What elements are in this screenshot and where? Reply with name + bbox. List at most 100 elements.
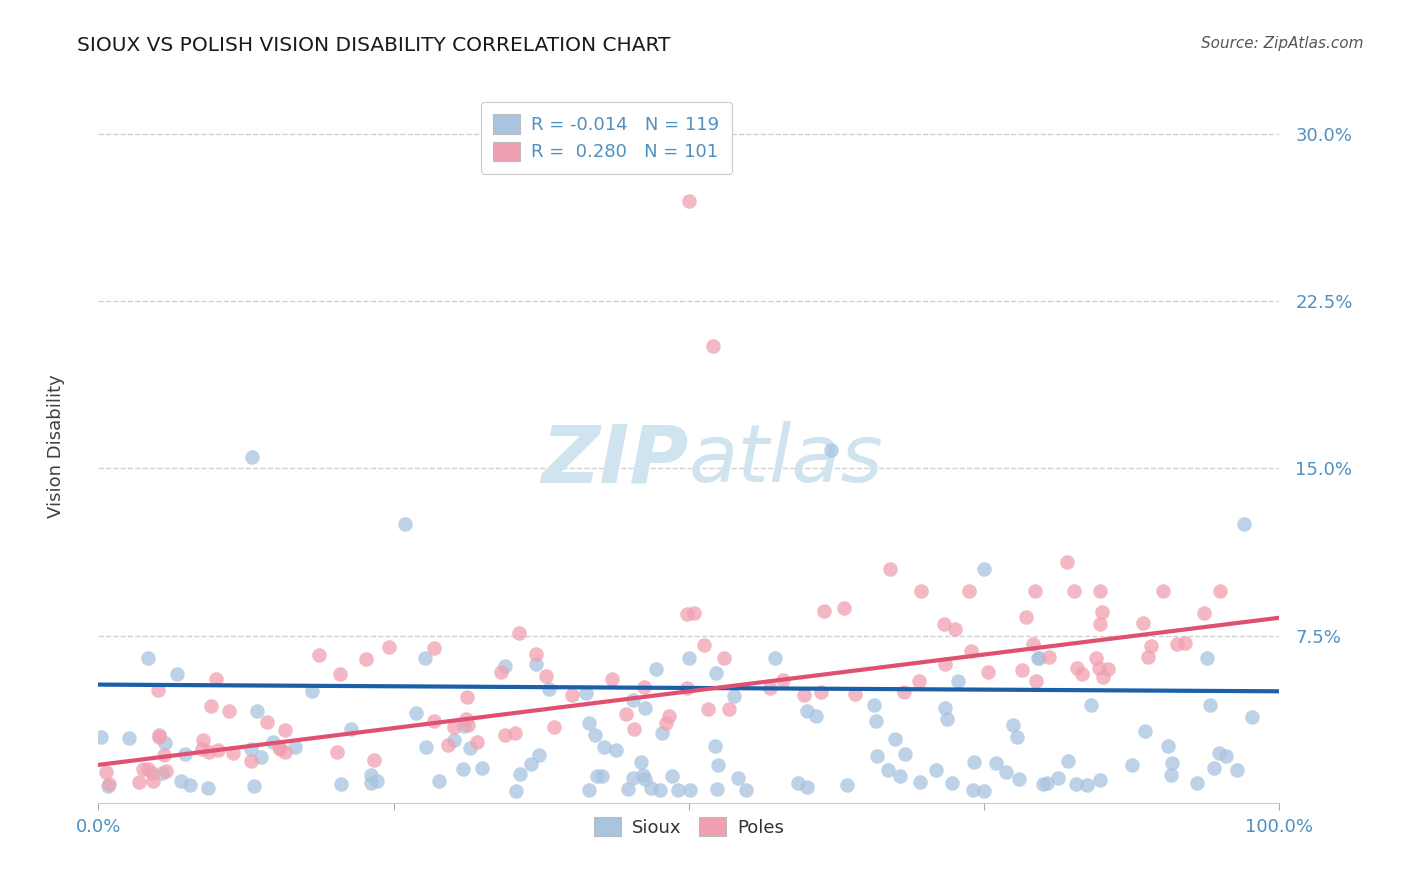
Point	[458, 740, 481, 755]
Point	[704, 739, 727, 754]
Point	[702, 338, 724, 352]
Point	[1160, 768, 1182, 782]
Point	[865, 749, 887, 764]
Text: Vision Disability: Vision Disability	[48, 374, 65, 518]
Point	[796, 704, 818, 718]
Point	[284, 740, 307, 755]
Point	[583, 728, 606, 742]
Point	[605, 742, 627, 756]
Point	[631, 768, 654, 782]
Point	[520, 757, 543, 772]
Point	[1088, 773, 1111, 788]
Point	[793, 688, 815, 702]
Point	[666, 783, 689, 797]
Point	[1241, 710, 1264, 724]
Point	[946, 673, 969, 688]
Point	[537, 681, 560, 696]
Point	[645, 661, 668, 675]
Point	[1121, 757, 1143, 772]
Point	[654, 715, 676, 730]
Point	[834, 601, 856, 615]
Point	[141, 765, 163, 780]
Point	[1208, 746, 1230, 760]
Point	[994, 764, 1017, 779]
Point	[330, 777, 353, 791]
Point	[453, 719, 475, 733]
Point	[591, 769, 613, 783]
Point	[274, 745, 297, 759]
Point	[166, 667, 188, 681]
Point	[1046, 771, 1069, 785]
Point	[1174, 636, 1197, 650]
Text: ZIP: ZIP	[541, 421, 689, 500]
Point	[592, 740, 614, 755]
Point	[378, 640, 401, 655]
Point	[1166, 637, 1188, 651]
Point	[1076, 778, 1098, 792]
Point	[943, 622, 966, 636]
Point	[239, 754, 262, 768]
Point	[973, 784, 995, 798]
Point	[960, 644, 983, 658]
Point	[889, 769, 911, 783]
Point	[240, 450, 263, 464]
Point	[1185, 775, 1208, 789]
Point	[617, 781, 640, 796]
Point	[456, 712, 478, 726]
Point	[1011, 663, 1033, 677]
Point	[155, 764, 177, 778]
Point	[308, 648, 330, 662]
Point	[94, 764, 117, 779]
Point	[366, 774, 388, 789]
Point	[682, 606, 704, 620]
Point	[269, 742, 291, 756]
Point	[804, 709, 827, 723]
Point	[727, 771, 749, 785]
Point	[1025, 673, 1047, 688]
Point	[198, 745, 221, 759]
Point	[1195, 651, 1218, 665]
Point	[1157, 739, 1180, 753]
Point	[152, 748, 174, 763]
Point	[934, 657, 956, 671]
Point	[505, 784, 527, 798]
Text: Source: ZipAtlas.com: Source: ZipAtlas.com	[1201, 36, 1364, 51]
Point	[1160, 756, 1182, 770]
Point	[427, 773, 450, 788]
Point	[413, 651, 436, 665]
Point	[634, 701, 657, 715]
Point	[706, 758, 728, 772]
Point	[262, 735, 284, 749]
Point	[354, 652, 377, 666]
Point	[1063, 583, 1085, 598]
Point	[614, 707, 637, 722]
Point	[1090, 583, 1112, 598]
Point	[1208, 583, 1230, 598]
Point	[633, 680, 655, 694]
Point	[509, 766, 531, 780]
Point	[908, 774, 931, 789]
Point	[456, 690, 478, 704]
Point	[957, 583, 980, 598]
Point	[508, 625, 530, 640]
Text: atlas: atlas	[689, 421, 884, 500]
Point	[844, 688, 866, 702]
Point	[1136, 650, 1159, 665]
Point	[837, 778, 859, 792]
Point	[1056, 754, 1078, 768]
Point	[796, 780, 818, 794]
Point	[524, 657, 547, 671]
Point	[925, 763, 948, 777]
Point	[527, 748, 550, 763]
Point	[678, 651, 700, 665]
Point	[650, 782, 672, 797]
Point	[1066, 660, 1088, 674]
Point	[1091, 605, 1114, 619]
Point	[621, 693, 644, 707]
Point	[142, 773, 165, 788]
Point	[865, 714, 887, 729]
Point	[118, 731, 141, 745]
Point	[718, 702, 741, 716]
Point	[578, 783, 600, 797]
Point	[1071, 666, 1094, 681]
